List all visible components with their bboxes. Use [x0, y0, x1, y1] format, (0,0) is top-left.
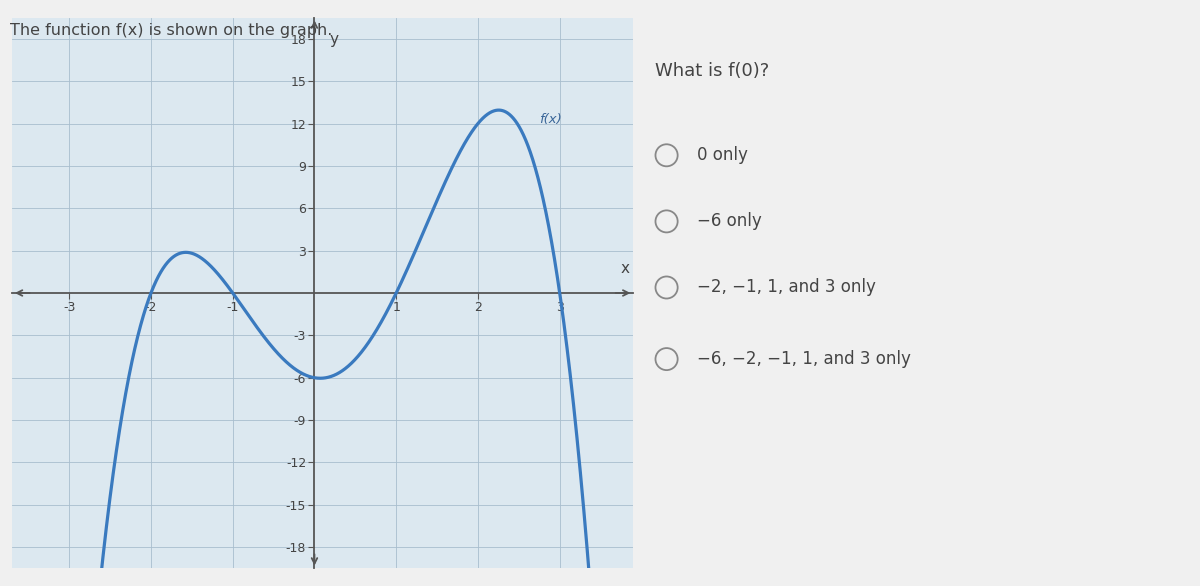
Text: y: y: [329, 32, 338, 47]
Text: f(x): f(x): [539, 113, 562, 126]
Text: 0 only: 0 only: [697, 146, 748, 164]
Text: −6 only: −6 only: [697, 212, 762, 230]
Text: x: x: [620, 261, 630, 276]
Text: −2, −1, 1, and 3 only: −2, −1, 1, and 3 only: [697, 278, 876, 297]
Text: −6, −2, −1, 1, and 3 only: −6, −2, −1, 1, and 3 only: [697, 350, 911, 368]
Text: What is f(0)?: What is f(0)?: [655, 62, 769, 80]
Text: The function f(x) is shown on the graph.: The function f(x) is shown on the graph.: [10, 23, 332, 39]
